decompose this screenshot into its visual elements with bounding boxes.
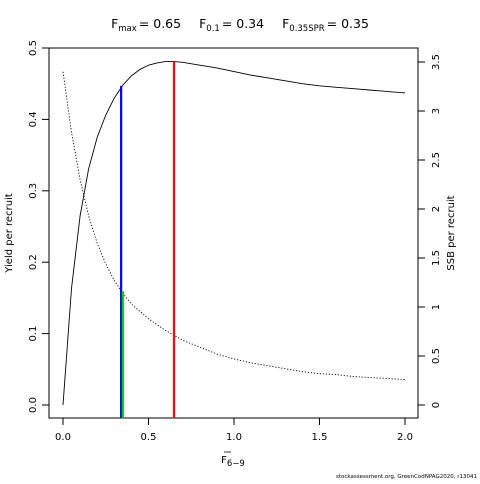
y-left-tick-label: 0.1 bbox=[28, 326, 39, 342]
title-f01: F0.1 = 0.34 bbox=[199, 16, 264, 34]
yield-per-recruit-line bbox=[62, 61, 406, 406]
x-tick-label: 2.0 bbox=[397, 432, 413, 443]
credit-text: stockassessment.org, GreenCodNPAG2020, r… bbox=[336, 474, 477, 480]
x-tick-label: 1.0 bbox=[226, 432, 242, 443]
y-axis-left: 0.0 0.1 0.2 0.3 0.4 0.5 bbox=[28, 40, 49, 413]
plot-frame bbox=[48, 47, 419, 419]
y-left-tick-label: 0.5 bbox=[28, 40, 39, 56]
x-tick-label: 0.5 bbox=[141, 432, 157, 443]
y-right-tick-label: 1.5 bbox=[431, 250, 442, 266]
series-group bbox=[62, 61, 406, 406]
y-left-tick-label: 0.2 bbox=[28, 254, 39, 270]
y-right-tick-label: 0 bbox=[431, 402, 442, 408]
x-axis-label: F6−9 bbox=[221, 455, 245, 469]
reference-lines bbox=[120, 61, 176, 418]
y-right-tick-label: 3 bbox=[431, 108, 442, 114]
y-axis-left-label: Yield per recruit bbox=[4, 193, 15, 274]
title-f35spr: F0.35SPR = 0.35 bbox=[282, 16, 369, 34]
x-tick-label: 1.5 bbox=[312, 432, 328, 443]
y-left-tick-label: 0.4 bbox=[28, 111, 39, 127]
x-axis: 0.0 0.5 1.0 1.5 2.0 bbox=[55, 418, 413, 443]
y-right-tick-label: 0.5 bbox=[431, 348, 442, 364]
title-fmax: Fmax = 0.65 bbox=[111, 16, 181, 34]
y-left-tick-label: 0.3 bbox=[28, 183, 39, 199]
y-right-tick-label: 3.5 bbox=[431, 54, 442, 70]
y-left-tick-label: 0.0 bbox=[28, 397, 39, 413]
y-right-tick-label: 2 bbox=[431, 206, 442, 212]
y-axis-right-label: SSB per recruit bbox=[446, 195, 457, 270]
chart-title: Fmax = 0.65 F0.1 = 0.34 F0.35SPR = 0.35 bbox=[111, 16, 369, 34]
y-right-tick-label: 1 bbox=[431, 304, 442, 310]
y-axis-right: 0 0.5 1 1.5 2 2.5 3 3.5 bbox=[418, 54, 442, 408]
y-right-tick-label: 2.5 bbox=[431, 152, 442, 168]
x-tick-label: 0.0 bbox=[55, 432, 71, 443]
ssb-per-recruit-line bbox=[62, 71, 406, 380]
